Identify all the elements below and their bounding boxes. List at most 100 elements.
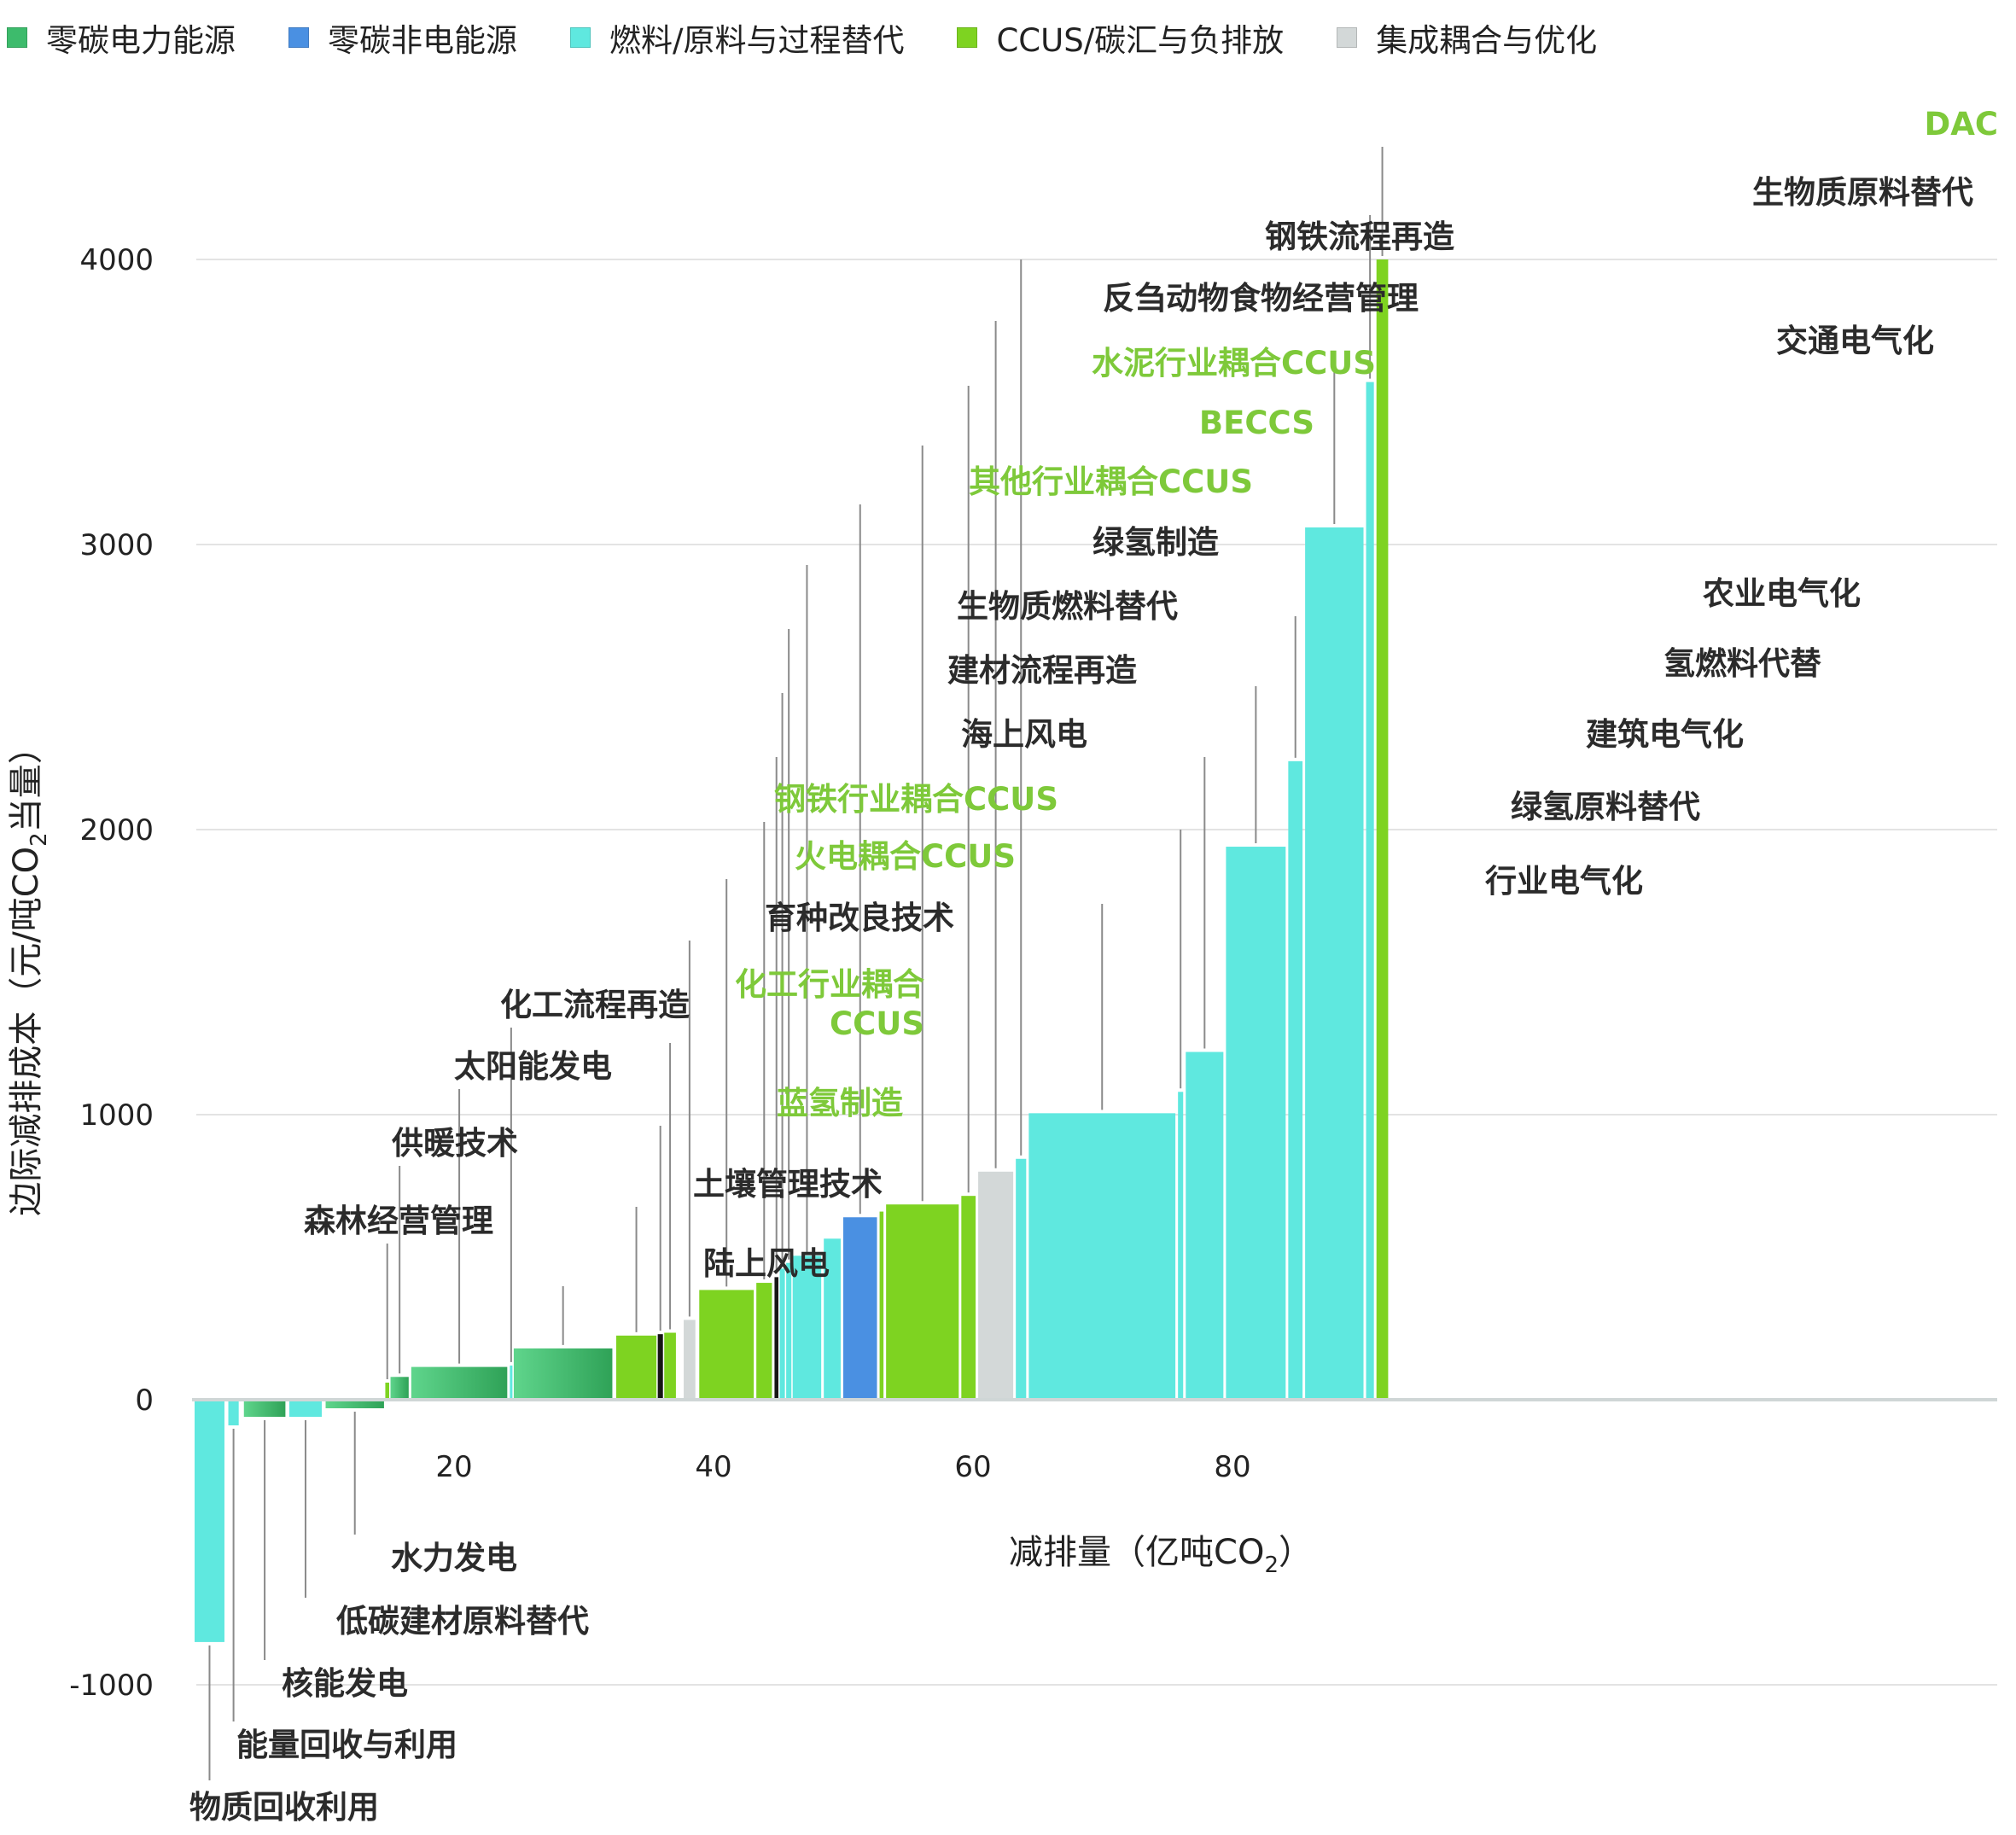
bar-label: 钢铁行业耦合CCUS	[774, 781, 1058, 818]
x-tick-label: 80	[1214, 1450, 1250, 1484]
bar-label: 太阳能发电	[454, 1048, 612, 1085]
bar-label: 其他行业耦合CCUS	[969, 463, 1253, 500]
y-axis-title-main: 边际减排成本（元/吨CO	[7, 847, 46, 1216]
mac-bar	[657, 1334, 663, 1400]
bar-label: DAC	[1924, 106, 1998, 143]
mac-bar	[684, 1319, 696, 1400]
mac-bar	[699, 1290, 755, 1400]
mac-bar	[961, 1196, 976, 1400]
mac-bar	[1186, 1051, 1224, 1400]
mac-bar	[774, 1277, 778, 1400]
y-tick-label: -1000	[69, 1669, 154, 1703]
bar-label: 农业电气化	[1703, 575, 1861, 612]
mac-bar	[756, 1283, 772, 1400]
legend-item-nonpower: 零碳非电能源	[288, 15, 517, 61]
y-axis-title-close: 当量）	[7, 730, 46, 832]
mac-bar	[779, 1268, 785, 1400]
mac-bar	[513, 1348, 613, 1400]
mac-bar	[1028, 1113, 1176, 1400]
y-axis-title-subscript: 2	[26, 832, 52, 847]
legend-swatch-fuel	[570, 27, 591, 48]
bar-label: 行业电气化	[1485, 863, 1643, 900]
mac-bar	[1288, 760, 1303, 1400]
leader-lines	[208, 147, 1384, 1780]
bar-label: 低碳建材原料替代	[336, 1603, 589, 1640]
legend-label-power: 零碳电力能源	[46, 22, 236, 59]
bar-label: 绿氢原料替代	[1511, 789, 1700, 825]
mac-bar	[243, 1400, 286, 1418]
bars-layer	[195, 259, 1389, 1642]
bar-label: 育种改良技术	[765, 900, 954, 936]
mac-bar	[1226, 847, 1286, 1400]
bar-label: 化工流程再造	[500, 987, 690, 1023]
bar-label: 反刍动物食物经营管理	[1103, 280, 1419, 317]
legend-label-integrated: 集成耦合与优化	[1376, 22, 1598, 59]
x-axis-title: 减排量（亿吨CO2）	[1009, 1533, 1313, 1578]
mac-bar	[786, 1262, 792, 1400]
bar-label: 水泥行业耦合CCUS	[1092, 345, 1376, 382]
legend-item-fuel: 燃料/原料与过程替代	[570, 15, 904, 61]
y-tick-label: 4000	[79, 243, 154, 277]
mac-bar	[288, 1400, 322, 1418]
grid-lines	[196, 259, 1997, 1686]
bar-label: 建材流程再造	[947, 652, 1137, 689]
mac-bar	[325, 1400, 384, 1409]
y-tick-label: 2000	[79, 813, 154, 848]
mac-bar	[1305, 527, 1364, 1400]
bar-label: 能量回收与利用	[236, 1727, 457, 1763]
mac-bar	[1376, 259, 1389, 1400]
bar-label: 交通电气化	[1776, 323, 1934, 359]
mac-bar	[411, 1366, 508, 1400]
mac-bar	[510, 1365, 513, 1400]
y-tick-label: 3000	[79, 528, 154, 562]
mac-bar	[879, 1211, 884, 1400]
mac-bar	[1366, 382, 1374, 1400]
mac-bar	[616, 1335, 657, 1400]
bar-label: 蓝氢制造	[777, 1085, 903, 1121]
mac-bar	[228, 1400, 239, 1426]
legend-swatch-power	[7, 27, 27, 48]
y-tick-labels: -1000 0 1000 2000 3000 4000	[69, 243, 154, 1703]
y-tick-label: 0	[135, 1384, 154, 1418]
x-axis-title-close: ）	[1279, 1533, 1313, 1572]
mac-bar	[1016, 1158, 1027, 1400]
bar-label: 化工行业耦合	[735, 966, 924, 1003]
mac-bar	[792, 1255, 822, 1400]
legend-swatch-integrated	[1337, 27, 1358, 48]
legend-item-ccus: CCUS/碳汇与负排放	[957, 15, 1284, 61]
mac-bar	[886, 1204, 959, 1400]
bar-label: 火电耦合CCUS	[795, 838, 1016, 875]
bar-label: 陆上风电	[703, 1245, 830, 1282]
x-tick-label: 20	[435, 1450, 472, 1484]
mac-bar	[195, 1400, 224, 1642]
bar-label: 氢燃料代替	[1663, 645, 1821, 682]
bar-label: 土壤管理技术	[693, 1166, 883, 1203]
mac-bar	[824, 1238, 841, 1400]
x-tick-labels: 20 40 60 80	[435, 1450, 1250, 1484]
legend-item-integrated: 集成耦合与优化	[1337, 15, 1597, 61]
legend-label-fuel: 燃料/原料与过程替代	[609, 22, 905, 59]
bar-label: CCUS	[830, 1005, 924, 1042]
mac-bar	[664, 1332, 676, 1400]
x-axis-title-subscript: 2	[1264, 1552, 1279, 1578]
mac-bar	[385, 1382, 389, 1400]
bar-label: 生物质燃料替代	[957, 588, 1178, 625]
bar-label: 森林经营管理	[304, 1203, 493, 1239]
legend-item-power: 零碳电力能源	[7, 15, 236, 61]
mac-bar	[978, 1171, 1014, 1400]
bar-label: 绿氢制造	[1092, 524, 1219, 561]
y-tick-label: 1000	[79, 1098, 154, 1133]
x-tick-label: 40	[695, 1450, 731, 1484]
bar-label: 核能发电	[282, 1665, 408, 1702]
legend-label-ccus: CCUS/碳汇与负排放	[996, 22, 1285, 59]
legend-swatch-ccus	[957, 27, 978, 48]
mac-bar	[1178, 1092, 1184, 1400]
bar-label: 水力发电	[391, 1540, 517, 1576]
bar-label: 供暖技术	[392, 1125, 518, 1162]
bar-label: 海上风电	[961, 716, 1087, 753]
chart-legend: 零碳电力能源 零碳非电能源 燃料/原料与过程替代 CCUS/碳汇与负排放 集成耦…	[7, 10, 1650, 65]
y-axis-title: 边际减排成本（元/吨CO2当量）	[7, 730, 52, 1215]
bar-label: 物质回收利用	[189, 1789, 379, 1826]
